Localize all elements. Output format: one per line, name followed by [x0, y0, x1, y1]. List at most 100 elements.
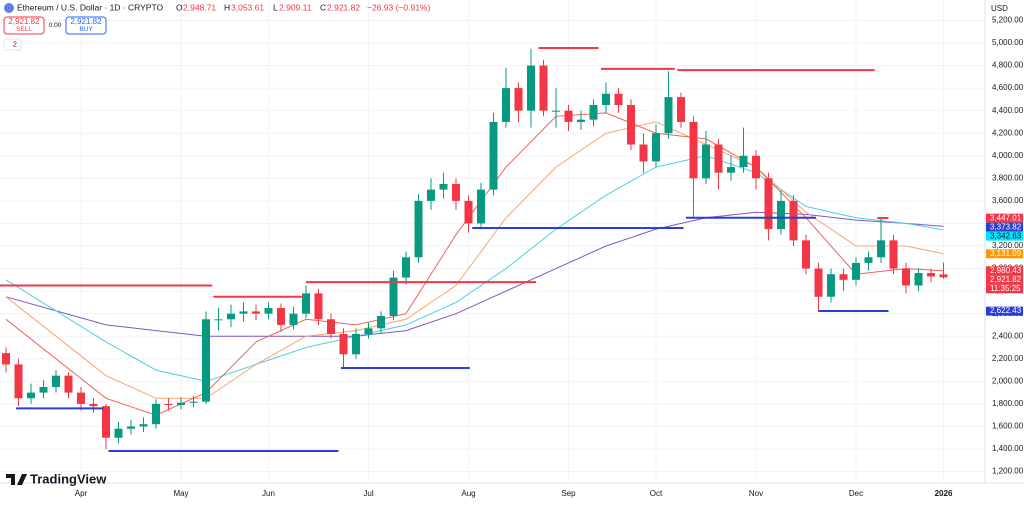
candle-body — [414, 200, 423, 258]
x-tick-label: Oct — [650, 489, 663, 498]
countdown: 11:35:25 — [990, 284, 1021, 293]
y-tick-label: 4,400.00 — [992, 106, 1024, 115]
indicators-toggle[interactable] — [3, 38, 22, 51]
candle-body — [602, 93, 610, 106]
candle-body — [302, 293, 310, 314]
candle-body — [327, 319, 335, 334]
candle-body — [364, 328, 373, 334]
candle-body — [827, 274, 835, 297]
x-tick-label: Nov — [749, 489, 763, 498]
candle-body — [89, 403, 98, 407]
candle-body — [627, 105, 635, 145]
price-tag-label: 2,921.82 — [990, 275, 1022, 284]
candle-body — [739, 155, 748, 168]
candle-body — [652, 133, 660, 162]
x-tick-label: Aug — [461, 489, 475, 498]
candle-body — [852, 262, 860, 280]
y-tick-label: 5,200.00 — [992, 16, 1024, 25]
spread: 0.00 — [49, 22, 62, 29]
candle-body — [39, 386, 48, 393]
candle-body — [639, 144, 648, 162]
candle-body — [727, 167, 735, 173]
candle-body — [927, 273, 935, 277]
candle-body — [914, 273, 923, 286]
candle-body — [614, 93, 623, 106]
candle-body — [889, 240, 898, 269]
candle-body — [577, 119, 585, 122]
candle-body — [789, 200, 798, 241]
candle-body — [702, 144, 710, 179]
y-tick-label: 2,200.00 — [992, 354, 1024, 363]
candle-body — [464, 200, 473, 224]
price-tag — [986, 213, 1023, 223]
candle-body — [377, 315, 385, 329]
y-tick-label: 4,200.00 — [992, 128, 1024, 137]
candle-body — [802, 240, 810, 269]
x-tick-label: Dec — [849, 489, 863, 498]
candle-body — [239, 311, 248, 314]
price-axis: USD 1,200.00 1,400.00 1,600.00 1,800.00 2,00… — [986, 4, 1024, 476]
candle-body — [814, 268, 823, 297]
candle-body — [939, 274, 948, 278]
x-tick-label: Jun — [262, 489, 275, 498]
indicator-count: 2 — [13, 41, 17, 48]
price-tag — [986, 222, 1023, 232]
candle-body — [552, 110, 560, 112]
candle-body — [452, 183, 460, 201]
candle-body — [227, 313, 235, 320]
y-tick-label: 4,800.00 — [992, 61, 1024, 70]
y-tick-label: 1,400.00 — [992, 444, 1024, 453]
candle-body — [264, 308, 273, 314]
candle-body — [102, 406, 110, 438]
candle-body — [527, 65, 535, 111]
ohlc-value: 2,909.11 — [279, 2, 312, 12]
y-tick-label: 2,400.00 — [992, 331, 1024, 340]
candle-body — [664, 97, 673, 134]
buy-button[interactable] — [65, 16, 107, 35]
x-tick-label: Sep — [561, 489, 576, 498]
candle-body — [214, 319, 223, 321]
countdown-tag — [986, 284, 1023, 294]
candle-body — [339, 333, 348, 355]
candle-body — [477, 189, 485, 224]
candle-body — [202, 319, 210, 402]
candle-body — [139, 424, 148, 427]
price-tag-label: 3,373.82 — [990, 222, 1022, 231]
candle-body — [27, 392, 35, 399]
ohlc-value: 3,053.61 — [231, 2, 264, 12]
candle-body — [52, 375, 60, 387]
price-tag-label: 3,131.09 — [990, 249, 1022, 258]
y-tick-label: 3,200.00 — [992, 241, 1024, 250]
ohlc-value: 2,948.71 — [183, 2, 216, 12]
y-tick-label: 1,200.00 — [992, 467, 1024, 476]
candle-body — [189, 401, 198, 403]
y-tick-label: 2,000.00 — [992, 376, 1024, 385]
candle-body — [2, 353, 10, 365]
candle-body — [177, 402, 185, 406]
candle-body — [314, 293, 323, 320]
logo-text: TradingView — [30, 471, 107, 486]
price-tag-label: 3,342.63 — [990, 231, 1022, 240]
x-tick-label: Jul — [363, 489, 373, 498]
ohlc-label: H — [224, 2, 230, 12]
ohlc-label: C — [320, 2, 326, 12]
y-tick-label: 1,600.00 — [992, 422, 1024, 431]
candle-body — [777, 200, 785, 230]
price-tag-label: 2,980.43 — [990, 266, 1022, 275]
candle-body — [902, 268, 910, 286]
candle-body — [402, 257, 410, 278]
price-tag — [986, 275, 1023, 285]
price-tag-label: 3,447.01 — [990, 213, 1022, 222]
symbol-icon — [4, 3, 14, 13]
y-tick-label: 3,800.00 — [992, 173, 1024, 182]
candle-body — [489, 121, 498, 190]
symbol: Ethereum / U.S. Dollar · 1D · CRYPTO — [17, 2, 164, 12]
buy-price: 2,921.82 — [70, 17, 102, 26]
sell-button[interactable] — [3, 16, 45, 35]
price-tag-label: 2,622.43 — [990, 306, 1022, 315]
ohlc-label: O — [176, 2, 183, 12]
candle-body — [877, 240, 885, 258]
candle-body — [864, 257, 873, 263]
